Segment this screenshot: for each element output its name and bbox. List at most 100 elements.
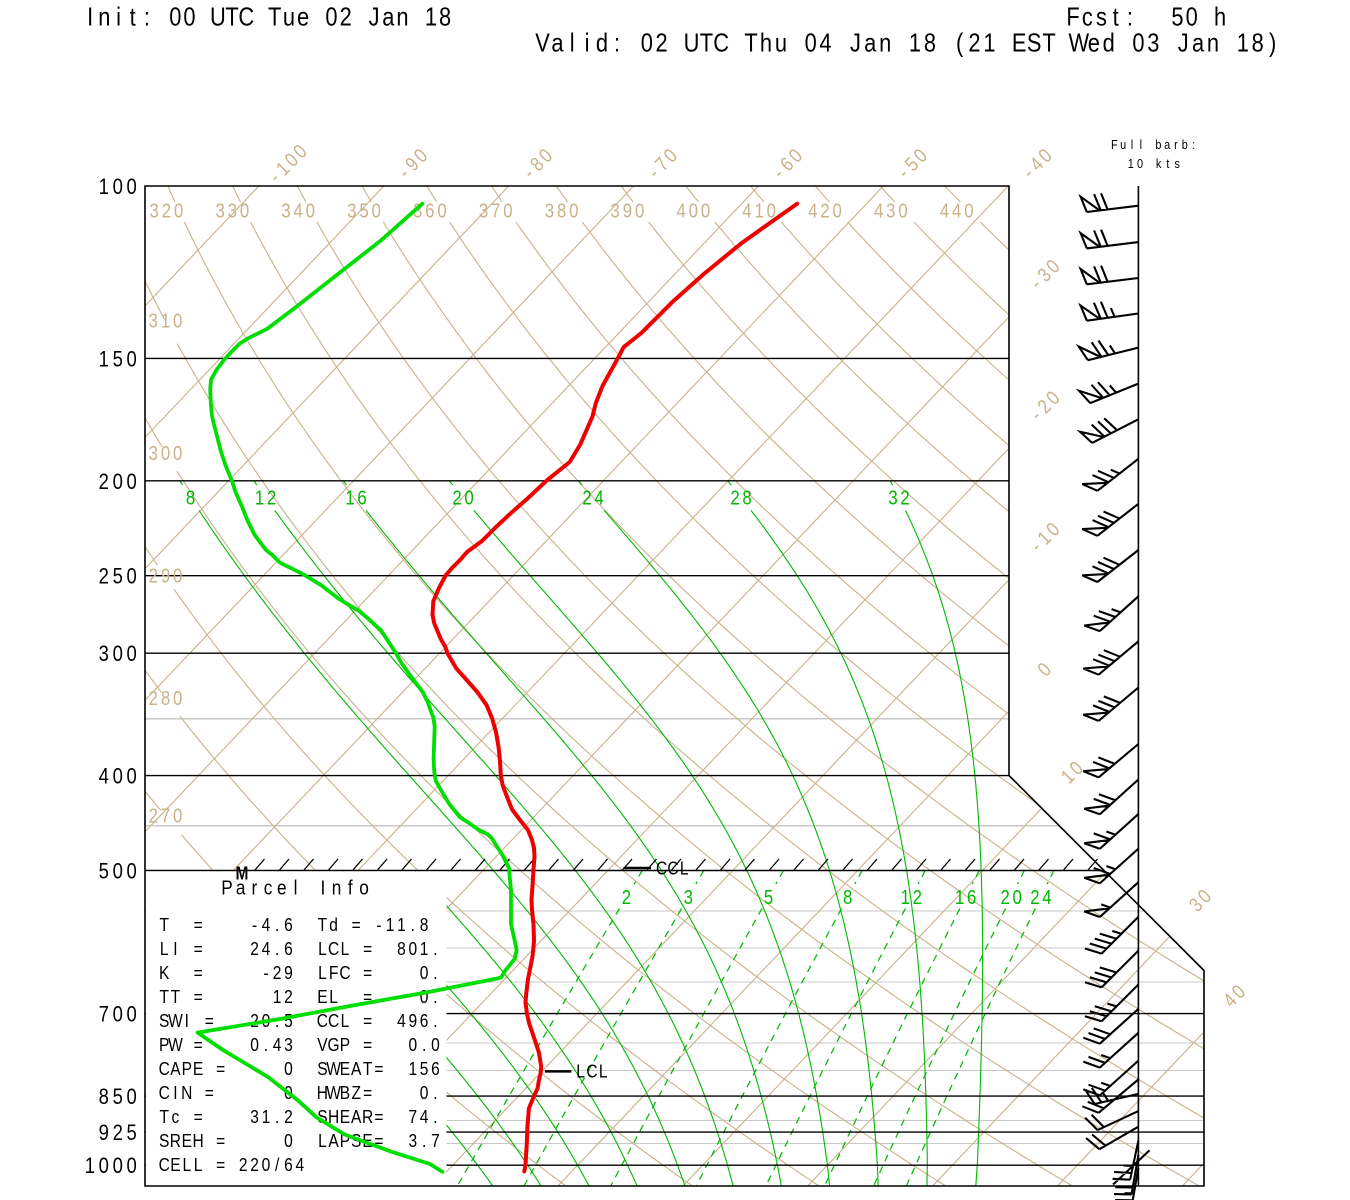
- svg-text:I: I: [173, 1083, 177, 1104]
- svg-text:4: 4: [874, 199, 883, 222]
- svg-text:-: -: [263, 963, 268, 984]
- svg-text:9: 9: [623, 199, 632, 222]
- svg-text:9: 9: [99, 1122, 109, 1146]
- svg-text:0: 0: [372, 199, 381, 222]
- svg-text:E: E: [170, 1155, 180, 1176]
- svg-text:2: 2: [149, 687, 158, 710]
- svg-text:0: 0: [113, 1003, 123, 1027]
- svg-text:s: s: [1096, 3, 1107, 32]
- svg-text:0: 0: [1137, 156, 1143, 171]
- svg-text:0: 0: [420, 1083, 429, 1104]
- svg-text:3: 3: [611, 199, 620, 222]
- svg-text:a: a: [1192, 29, 1205, 58]
- svg-text:2: 2: [113, 1122, 123, 1146]
- svg-text:f: f: [348, 877, 353, 900]
- svg-text:1: 1: [1237, 29, 1249, 58]
- svg-text::: :: [1192, 137, 1195, 152]
- svg-text:=: =: [363, 939, 372, 960]
- svg-text:4: 4: [1042, 886, 1051, 909]
- svg-text:.: .: [275, 915, 279, 936]
- svg-text:=: =: [194, 915, 203, 936]
- svg-text:=: =: [363, 987, 372, 1008]
- svg-text:5: 5: [113, 348, 123, 372]
- svg-text:W: W: [326, 1059, 341, 1080]
- svg-text:a: a: [864, 29, 877, 58]
- svg-text:J: J: [369, 3, 380, 32]
- svg-text:0: 0: [240, 199, 249, 222]
- svg-text:0: 0: [126, 860, 136, 884]
- svg-text:1: 1: [1128, 156, 1134, 171]
- svg-text:6: 6: [425, 199, 434, 222]
- svg-text:W: W: [168, 1011, 183, 1032]
- svg-text:.: .: [264, 1035, 268, 1056]
- svg-text:5: 5: [284, 1011, 293, 1032]
- svg-text:1: 1: [420, 939, 429, 960]
- svg-text:L: L: [318, 939, 327, 960]
- svg-text:1: 1: [408, 1059, 417, 1080]
- svg-text:E: E: [317, 987, 327, 1008]
- svg-text:2: 2: [582, 486, 591, 509]
- svg-text:V: V: [535, 29, 550, 58]
- svg-text:8: 8: [742, 486, 751, 509]
- svg-text:8: 8: [1252, 29, 1264, 58]
- svg-text:n: n: [396, 3, 408, 32]
- svg-text:2: 2: [968, 29, 980, 58]
- svg-text:e: e: [1088, 29, 1100, 58]
- svg-text:C: C: [238, 3, 254, 32]
- svg-text::: :: [1127, 3, 1133, 32]
- svg-text:E: E: [1012, 29, 1027, 58]
- svg-text:L: L: [194, 1155, 203, 1176]
- svg-text:U: U: [684, 29, 700, 58]
- svg-text:=: =: [374, 1131, 383, 1152]
- svg-text:0: 0: [126, 1155, 136, 1179]
- svg-text:4: 4: [742, 199, 751, 222]
- svg-text:4: 4: [262, 939, 271, 960]
- svg-text:A: A: [351, 1107, 362, 1128]
- svg-text:.: .: [433, 1011, 437, 1032]
- svg-text:W: W: [168, 1035, 183, 1056]
- svg-text:8: 8: [161, 687, 170, 710]
- svg-text:7: 7: [408, 1107, 417, 1128]
- svg-text:): ): [1269, 29, 1276, 58]
- svg-text:1: 1: [901, 886, 910, 909]
- svg-text:T: T: [159, 915, 169, 936]
- svg-text:=: =: [194, 939, 203, 960]
- svg-text:C: C: [159, 1155, 170, 1176]
- svg-text:2: 2: [250, 1155, 259, 1176]
- svg-text:8: 8: [439, 3, 451, 32]
- svg-text:0: 0: [113, 765, 123, 789]
- svg-text:0: 0: [126, 348, 136, 372]
- svg-text:J: J: [1178, 29, 1189, 58]
- svg-text:H: H: [192, 1131, 203, 1152]
- svg-text:E: E: [340, 1107, 350, 1128]
- svg-text:.: .: [422, 1035, 426, 1056]
- svg-text:E: E: [193, 1059, 203, 1080]
- svg-text:0: 0: [325, 3, 337, 32]
- svg-text:8: 8: [186, 486, 195, 509]
- svg-text:6: 6: [284, 915, 293, 936]
- svg-text:0: 0: [641, 29, 653, 58]
- svg-text:u: u: [283, 3, 295, 32]
- svg-text:T: T: [744, 29, 758, 58]
- svg-text:2: 2: [284, 987, 293, 1008]
- svg-text:S: S: [317, 1107, 327, 1128]
- svg-text:3: 3: [149, 442, 158, 465]
- svg-text:c: c: [264, 877, 273, 900]
- svg-text:0: 0: [408, 939, 417, 960]
- svg-text:6: 6: [967, 886, 976, 909]
- svg-text:8: 8: [99, 1086, 109, 1110]
- svg-text:1: 1: [754, 199, 763, 222]
- svg-text:0: 0: [113, 860, 123, 884]
- svg-text:2: 2: [99, 565, 109, 589]
- svg-text:B: B: [340, 1083, 350, 1104]
- svg-text:H: H: [328, 1107, 339, 1128]
- svg-text:W: W: [1068, 29, 1089, 58]
- svg-text:0: 0: [250, 1035, 259, 1056]
- svg-text:8: 8: [397, 939, 406, 960]
- svg-text:2: 2: [452, 486, 461, 509]
- svg-text:=: =: [352, 915, 361, 936]
- svg-text:i: i: [585, 29, 590, 58]
- svg-text:1: 1: [983, 29, 995, 58]
- svg-text:0: 0: [437, 199, 446, 222]
- svg-text:0: 0: [126, 1003, 136, 1027]
